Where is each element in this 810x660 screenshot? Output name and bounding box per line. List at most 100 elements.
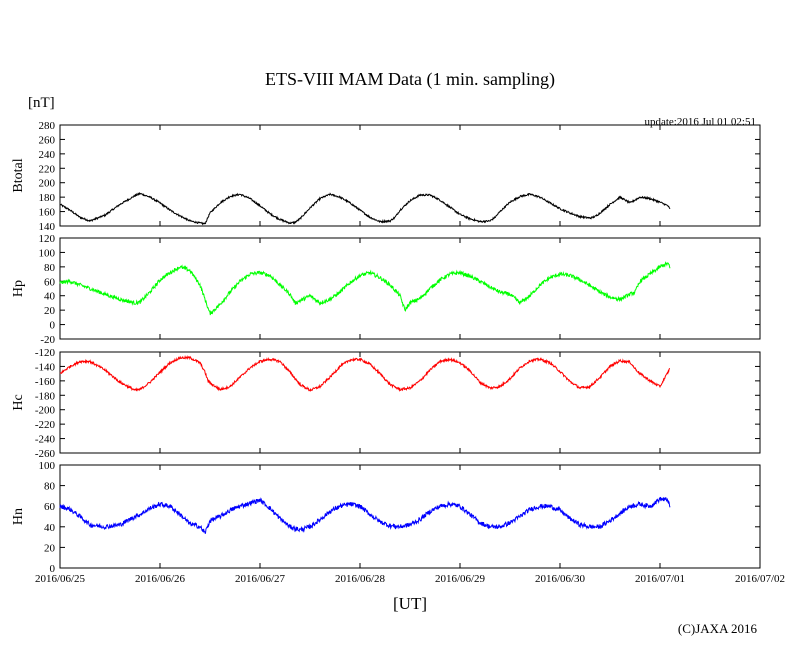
data-point — [309, 389, 311, 391]
data-point — [359, 209, 361, 211]
y-tick-label: 240 — [39, 149, 56, 161]
data-point — [549, 362, 551, 364]
data-point — [379, 221, 381, 223]
y-tick-label: 120 — [39, 233, 56, 245]
data-point — [199, 526, 201, 528]
data-point — [369, 217, 371, 219]
data-point — [119, 204, 121, 206]
data-point — [89, 524, 91, 526]
y-tick-label: 40 — [44, 291, 56, 303]
data-point — [249, 273, 251, 275]
data-point — [159, 202, 161, 204]
data-point — [139, 193, 141, 195]
data-point — [329, 299, 331, 301]
data-point — [139, 301, 141, 303]
data-point — [239, 505, 241, 507]
data-point — [259, 499, 261, 501]
data-point — [489, 387, 491, 389]
data-point — [309, 295, 311, 297]
panel-label-btotal: Btotal — [11, 158, 26, 192]
data-point — [329, 193, 331, 195]
data-point — [659, 498, 661, 500]
data-point — [204, 532, 206, 534]
data-point — [599, 376, 601, 378]
data-point — [279, 518, 281, 520]
data-point — [559, 273, 561, 275]
data-point — [339, 196, 341, 198]
y-tick-label: -20 — [40, 334, 55, 346]
data-point — [219, 389, 221, 391]
data-point — [559, 510, 561, 512]
panel-hn: 0 20 40 60 80 100 Hn — [11, 460, 761, 575]
x-tick-label: 2016/07/02 — [735, 573, 785, 585]
data-point — [149, 196, 151, 198]
data-point — [104, 293, 106, 295]
data-point — [649, 505, 651, 507]
y-tick-label: 60 — [44, 276, 56, 288]
panel-frame — [59, 237, 761, 340]
data-point — [649, 380, 651, 382]
y-tick-label: 140 — [39, 221, 56, 233]
data-point — [189, 523, 191, 525]
data-point — [667, 262, 669, 264]
data-point — [329, 376, 331, 378]
panel-hp: -20 0 20 40 60 80 100 120 Hp — [11, 233, 761, 346]
data-point — [579, 279, 581, 281]
data-point — [209, 313, 211, 315]
data-point — [219, 202, 221, 204]
data-point — [279, 219, 281, 221]
data-point — [379, 373, 381, 375]
data-point — [469, 514, 471, 516]
y-tick-label: 200 — [39, 178, 56, 190]
data-point — [289, 293, 291, 295]
data-point — [269, 507, 271, 509]
data-point — [489, 220, 491, 222]
data-point — [249, 198, 251, 200]
data-point — [669, 367, 671, 369]
data-point — [329, 511, 331, 513]
data-point — [229, 196, 231, 198]
y-tick-label: 100 — [39, 460, 56, 472]
data-point — [449, 358, 451, 360]
data-point — [619, 360, 621, 362]
data-point — [469, 218, 471, 220]
data-point — [659, 266, 661, 268]
data-point — [69, 209, 71, 211]
data-point — [207, 217, 209, 219]
data-point — [499, 211, 501, 213]
data-point — [134, 516, 136, 518]
data-point — [559, 208, 561, 210]
data-point — [429, 369, 431, 371]
y-tick-label: 40 — [44, 522, 56, 534]
data-point — [529, 193, 531, 195]
data-point — [229, 510, 231, 512]
y-tick-label: 220 — [39, 163, 56, 175]
data-point — [369, 514, 371, 516]
data-point — [439, 279, 441, 281]
data-point — [59, 373, 61, 375]
data-point — [629, 293, 631, 295]
data-point — [349, 202, 351, 204]
data-point — [409, 200, 411, 202]
data-point — [539, 284, 541, 286]
data-point — [229, 386, 231, 388]
data-point — [609, 204, 611, 206]
data-point — [634, 291, 636, 293]
data-point — [169, 209, 171, 211]
data-point — [309, 526, 311, 528]
data-point — [549, 277, 551, 279]
y-tick-label: -160 — [35, 376, 56, 388]
data-point — [239, 280, 241, 282]
data-point — [359, 275, 361, 277]
y-tick-label: 180 — [39, 192, 56, 204]
data-point — [599, 526, 601, 528]
y-tick-label: 100 — [39, 247, 56, 259]
data-point — [429, 194, 431, 196]
data-point — [159, 503, 161, 505]
data-point — [199, 362, 201, 364]
data-point — [479, 221, 481, 223]
data-point — [69, 366, 71, 368]
panel-label-hp: Hp — [11, 280, 26, 297]
data-point — [104, 369, 106, 371]
